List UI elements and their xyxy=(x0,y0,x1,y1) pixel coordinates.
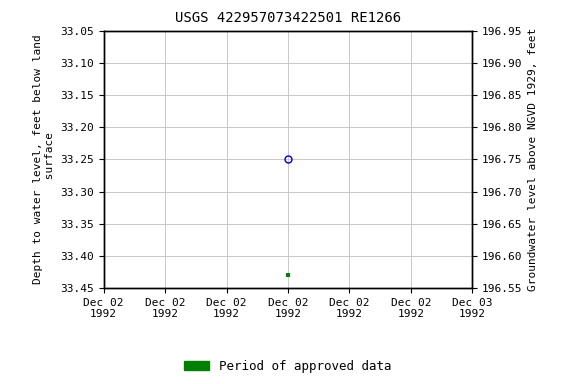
Y-axis label: Depth to water level, feet below land
 surface: Depth to water level, feet below land su… xyxy=(33,35,55,284)
Title: USGS 422957073422501 RE1266: USGS 422957073422501 RE1266 xyxy=(175,12,401,25)
Y-axis label: Groundwater level above NGVD 1929, feet: Groundwater level above NGVD 1929, feet xyxy=(528,28,538,291)
Legend: Period of approved data: Period of approved data xyxy=(179,355,397,378)
